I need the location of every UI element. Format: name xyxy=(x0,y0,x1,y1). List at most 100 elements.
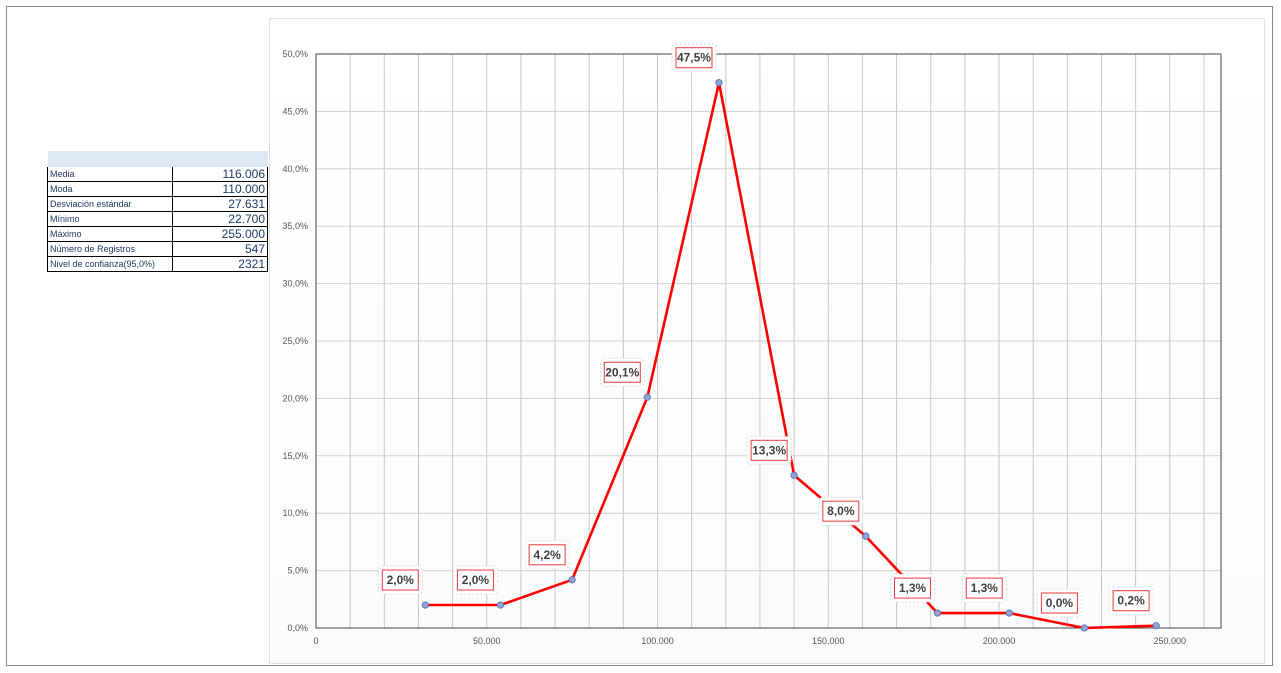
gridlines xyxy=(316,53,1221,629)
y-tick-label: 15,0% xyxy=(282,451,308,461)
y-tick-label: 0,0% xyxy=(287,623,308,633)
data-point xyxy=(1005,609,1013,617)
data-label-frame xyxy=(381,569,419,591)
data-labels: 2,0% 2,0% 4,2% 20,1% 47,5% 13,3% 8,0% 1,3% 1,3% 0… xyxy=(377,43,1154,618)
data-label: 2,0% xyxy=(377,565,423,595)
data-point xyxy=(862,532,870,540)
y-axis-ticks: 0,0% 5,0% 10,0% 15,0% 20,0% 25,0% 30,0% 35,0% 40… xyxy=(282,49,308,633)
data-point xyxy=(643,393,651,401)
stats-label: Moda xyxy=(47,181,173,197)
stats-header xyxy=(47,151,268,167)
data-label-text: 0,0% xyxy=(1046,596,1074,610)
data-label-text: 47,5% xyxy=(677,51,711,65)
data-point xyxy=(421,601,429,609)
y-tick-label: 40,0% xyxy=(282,164,308,174)
y-tick-label: 20,0% xyxy=(282,393,308,403)
stats-label: Número de Registros xyxy=(47,241,173,257)
x-axis-ticks: 0 50.000 100.000 150.000 200.000 250.000 xyxy=(313,636,1186,646)
data-label-box xyxy=(890,573,936,603)
stats-value: 2321 xyxy=(172,256,268,272)
x-tick-label: 50.000 xyxy=(473,636,501,646)
data-label-text: 1,3% xyxy=(899,581,927,595)
stats-label: Nivel de confianza(95,0%) xyxy=(47,256,173,272)
y-tick-label: 50,0% xyxy=(282,49,308,59)
data-label: 1,3% xyxy=(961,573,1007,603)
stats-row-confianza: Nivel de confianza(95,0%) 2321 xyxy=(47,256,268,272)
data-label-frame xyxy=(675,47,713,69)
data-label: 20,1% xyxy=(599,357,645,387)
data-label-text: 13,3% xyxy=(752,443,786,457)
data-point xyxy=(1152,622,1160,630)
data-label-text: 0,2% xyxy=(1117,594,1145,608)
data-label-box xyxy=(671,43,717,73)
stats-row-maximo: Máximo 255.000 xyxy=(47,226,268,242)
data-label-box xyxy=(1036,588,1082,618)
data-point xyxy=(715,79,723,87)
x-tick-label: 250.000 xyxy=(1154,636,1187,646)
stats-table: Media 116.006 Moda 110.000 Desviación es… xyxy=(47,151,268,272)
stats-label: Desviación estándar xyxy=(47,196,173,212)
data-label-frame xyxy=(894,577,932,599)
data-label-box xyxy=(746,435,792,465)
data-points xyxy=(421,79,1160,632)
y-tick-label: 10,0% xyxy=(282,508,308,518)
stats-label: Máximo xyxy=(47,226,173,242)
stats-label: Media xyxy=(47,167,173,182)
data-label-box xyxy=(524,540,570,570)
data-label-frame xyxy=(750,439,788,461)
data-point xyxy=(1080,624,1088,632)
data-label-box xyxy=(599,357,645,387)
stats-value: 547 xyxy=(172,241,268,257)
x-tick-label: 100.000 xyxy=(641,636,674,646)
data-label-frame xyxy=(603,361,641,383)
data-point xyxy=(790,471,798,479)
stats-row-moda: Moda 110.000 xyxy=(47,181,268,197)
stats-row-minimo: Mínimo 22.700 xyxy=(47,211,268,227)
stats-row-registros: Número de Registros 547 xyxy=(47,241,268,257)
data-label-box xyxy=(377,565,423,595)
stats-value: 22.700 xyxy=(172,211,268,227)
data-label: 0,0% xyxy=(1036,588,1082,618)
y-tick-label: 45,0% xyxy=(282,106,308,116)
data-label-frame xyxy=(1112,590,1150,612)
y-tick-label: 5,0% xyxy=(287,566,308,576)
data-label-text: 20,1% xyxy=(605,365,639,379)
data-label-box xyxy=(961,573,1007,603)
stats-value: 110.000 xyxy=(172,181,268,197)
stats-row-desviacion: Desviación estándar 27.631 xyxy=(47,196,268,212)
data-label: 4,2% xyxy=(524,540,570,570)
stats-value: 27.631 xyxy=(172,196,268,212)
data-label-box xyxy=(452,565,498,595)
stats-row-media: Media 116.006 xyxy=(47,167,268,182)
data-label-text: 4,2% xyxy=(533,548,561,562)
data-label-frame xyxy=(456,569,494,591)
data-label-frame xyxy=(822,500,860,522)
data-label-text: 1,3% xyxy=(971,581,999,595)
data-label: 8,0% xyxy=(818,496,864,526)
data-label-box xyxy=(818,496,864,526)
plot-area-border xyxy=(315,53,1222,629)
data-label-text: 8,0% xyxy=(827,504,855,518)
x-tick-label: 150.000 xyxy=(812,636,845,646)
data-label: 1,3% xyxy=(890,573,936,603)
data-label: 2,0% xyxy=(452,565,498,595)
data-label-frame xyxy=(528,544,566,566)
stats-value: 116.006 xyxy=(172,167,268,182)
data-point xyxy=(568,576,576,584)
data-label: 47,5% xyxy=(671,43,717,73)
stats-label: Mínimo xyxy=(47,211,173,227)
data-label-text: 2,0% xyxy=(387,573,415,587)
data-label-frame xyxy=(1040,592,1078,614)
data-label-frame xyxy=(965,577,1003,599)
y-tick-label: 35,0% xyxy=(282,221,308,231)
x-tick-label: 200.000 xyxy=(983,636,1016,646)
data-point xyxy=(933,609,942,617)
y-tick-label: 25,0% xyxy=(282,336,308,346)
data-label: 13,3% xyxy=(746,435,792,465)
data-label-text: 2,0% xyxy=(462,573,490,587)
y-tick-label: 30,0% xyxy=(282,279,308,289)
stats-value: 255.000 xyxy=(172,226,268,242)
data-label: 0,2% xyxy=(1108,586,1154,616)
data-label-box xyxy=(1108,586,1154,616)
